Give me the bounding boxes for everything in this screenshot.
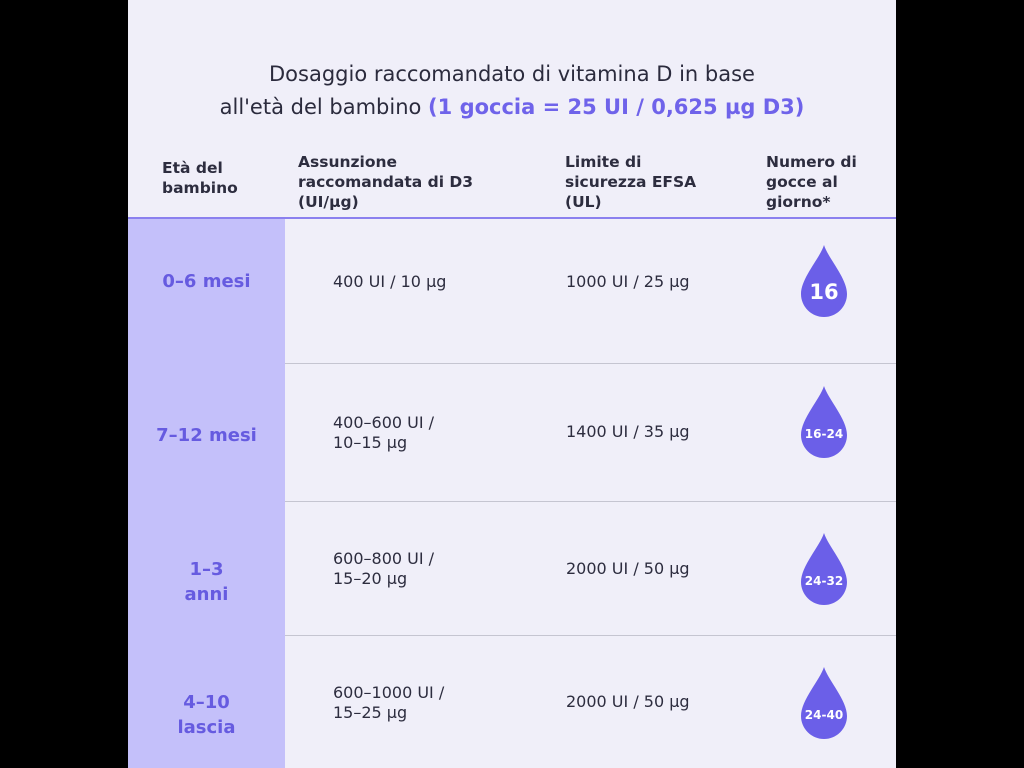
- intake-value: 400–600 UI /: [333, 413, 435, 432]
- dosage-infographic: Dosaggio raccomandato di vitamina D in b…: [128, 0, 896, 768]
- intake-value: 400 UI / 10 µg: [333, 272, 447, 291]
- age-label: 7–12 mesi: [156, 425, 257, 446]
- limit-cell: 2000 UI / 50 µg: [566, 559, 690, 578]
- age-label: 1–3: [189, 559, 224, 580]
- age-cell: 0–6 mesi: [128, 269, 285, 294]
- header-limit: Limite di sicurezza EFSA (UL): [565, 152, 696, 212]
- header-drops-line: giorno*: [766, 193, 831, 211]
- age-column-band: [128, 219, 285, 768]
- page-title: Dosaggio raccomandato di vitamina D in b…: [128, 58, 896, 124]
- age-label: lascia: [177, 717, 236, 738]
- intake-value: 600–800 UI /: [333, 549, 435, 568]
- row-divider: [285, 635, 896, 636]
- header-limit-line: Limite di: [565, 153, 642, 171]
- header-drops-line: gocce al: [766, 173, 838, 191]
- intake-value: 10–15 µg: [333, 433, 408, 452]
- header-intake-line: (UI/µg): [298, 193, 359, 211]
- header-intake: Assunzione raccomandata di D3 (UI/µg): [298, 152, 473, 212]
- header-age-line: Età del: [162, 159, 223, 177]
- intake-cell: 400–600 UI / 10–15 µg: [333, 413, 434, 453]
- row-divider: [285, 363, 896, 364]
- header-age: Età del bambino: [162, 158, 238, 198]
- intake-value: 15–20 µg: [333, 569, 408, 588]
- header-age-line: bambino: [162, 179, 238, 197]
- water-drop-icon: 16-24: [798, 385, 850, 460]
- drops-count: 16: [809, 280, 839, 304]
- drops-count: 24-32: [804, 574, 844, 588]
- intake-cell: 600–1000 UI / 15–25 µg: [333, 683, 444, 723]
- age-label: anni: [184, 584, 229, 605]
- row-divider: [285, 501, 896, 502]
- water-drop-icon: 24-32: [798, 532, 850, 607]
- title-line-2: all'età del bambino (1 goccia = 25 UI / …: [128, 91, 896, 124]
- limit-cell: 1400 UI / 35 µg: [566, 422, 690, 441]
- drops-count: 24-40: [804, 708, 844, 722]
- title-line-2-text: all'età del bambino: [219, 95, 422, 119]
- title-line-1: Dosaggio raccomandato di vitamina D in b…: [269, 62, 755, 86]
- intake-value: 600–1000 UI /: [333, 683, 445, 702]
- limit-cell: 1000 UI / 25 µg: [566, 272, 690, 291]
- intake-cell: 400 UI / 10 µg: [333, 272, 446, 292]
- age-cell: 1–3 anni: [128, 557, 285, 607]
- age-cell: 7–12 mesi: [128, 423, 285, 448]
- header-limit-line: (UL): [565, 193, 602, 211]
- age-cell: 4–10 lascia: [128, 690, 285, 740]
- age-label: 4–10: [183, 692, 230, 713]
- drops-count: 16-24: [804, 427, 844, 441]
- limit-cell: 2000 UI / 50 µg: [566, 692, 690, 711]
- header-drops-line: Numero di: [766, 153, 857, 171]
- header-divider: [128, 217, 896, 219]
- header-limit-line: sicurezza EFSA: [565, 173, 697, 191]
- header-drops: Numero di gocce al giorno*: [766, 152, 857, 212]
- intake-cell: 600–800 UI / 15–20 µg: [333, 549, 434, 589]
- age-label: 0–6 mesi: [162, 271, 251, 292]
- water-drop-icon: 16: [798, 244, 850, 319]
- header-intake-line: raccomandata di D3: [298, 173, 474, 191]
- header-intake-line: Assunzione: [298, 153, 398, 171]
- title-drop-equivalence: (1 goccia = 25 UI / 0,625 µg D3): [428, 95, 805, 119]
- water-drop-icon: 24-40: [798, 666, 850, 741]
- intake-value: 15–25 µg: [333, 703, 408, 722]
